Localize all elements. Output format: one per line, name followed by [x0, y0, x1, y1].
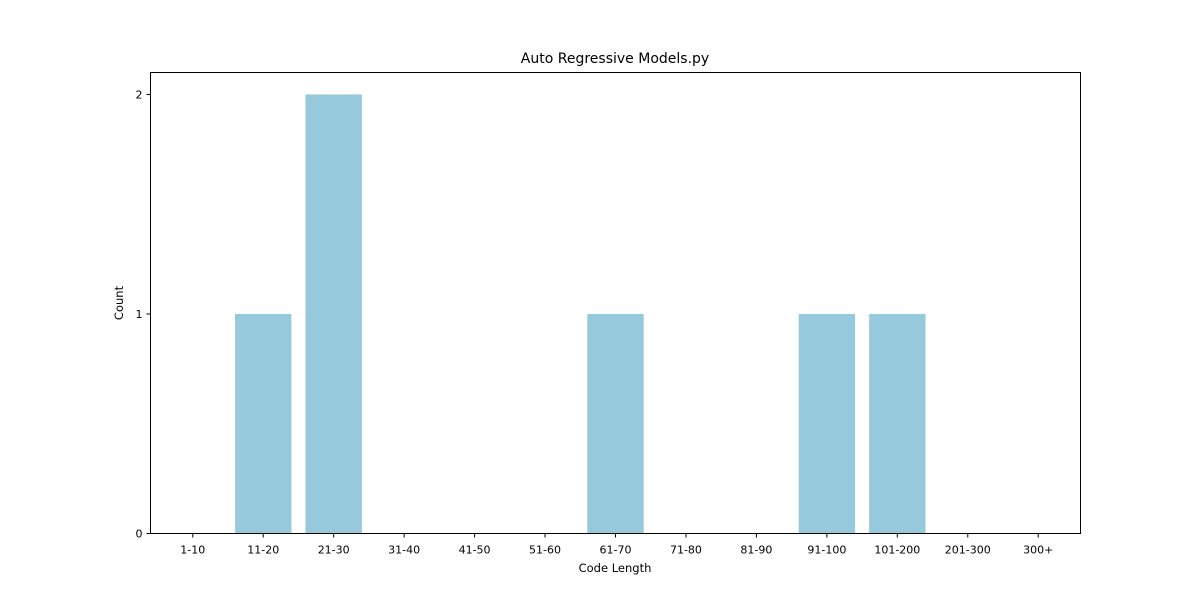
bar-21-30 — [306, 94, 362, 533]
x-tick-label: 201-300 — [945, 544, 991, 557]
bar-91-100 — [799, 314, 855, 534]
x-tick-label: 1-10 — [180, 544, 205, 557]
y-tick-label: 2 — [136, 88, 143, 101]
x-tick-label: 41-50 — [459, 544, 491, 557]
bar-101-200 — [869, 314, 925, 534]
x-tick-label: 51-60 — [529, 544, 561, 557]
bar-11-20 — [235, 314, 291, 534]
x-tick-label: 81-90 — [740, 544, 772, 557]
x-tick-label: 21-30 — [318, 544, 350, 557]
x-tick-label: 91-100 — [807, 544, 846, 557]
x-tick-label: 61-70 — [600, 544, 632, 557]
y-tick-label: 0 — [136, 528, 143, 541]
x-tick-label: 71-80 — [670, 544, 702, 557]
chart-title: Auto Regressive Models.py — [521, 51, 709, 67]
bar-61-70 — [587, 314, 643, 534]
y-tick-label: 1 — [136, 308, 143, 321]
x-tick-label: 31-40 — [388, 544, 420, 557]
x-tick-label: 101-200 — [874, 544, 920, 557]
x-tick-label: 300+ — [1023, 544, 1053, 557]
x-tick-label: 11-20 — [247, 544, 279, 557]
x-axis-label: Code Length — [579, 561, 652, 575]
y-axis-label: Count — [112, 285, 126, 320]
